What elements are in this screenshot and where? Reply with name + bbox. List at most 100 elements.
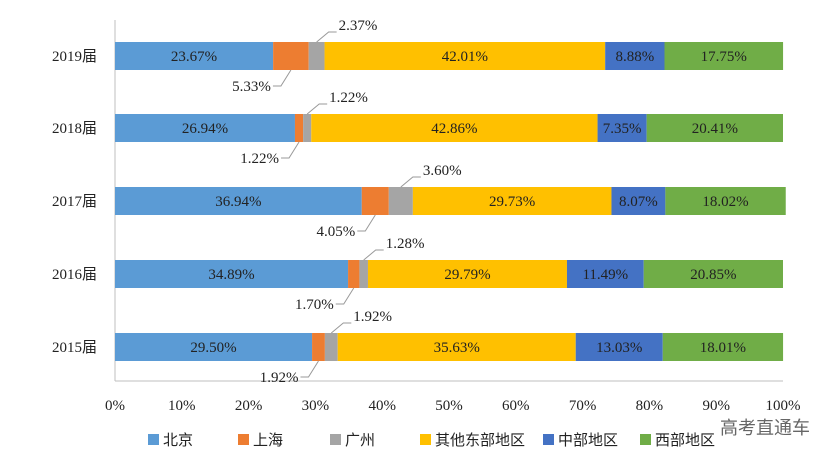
data-label: 1.22% (240, 151, 279, 167)
data-label: 29.73% (489, 194, 535, 210)
bar-segment (115, 333, 313, 361)
data-label: 11.49% (582, 267, 628, 283)
data-label: 20.41% (692, 121, 738, 137)
bar-segment (605, 42, 665, 70)
x-tick-label: 90% (702, 398, 730, 414)
data-label: 29.50% (190, 340, 236, 356)
x-tick-label: 10% (168, 398, 196, 414)
bar-segment (294, 114, 304, 142)
bar-segment (348, 260, 360, 288)
legend-swatch (543, 434, 554, 445)
data-label: 20.85% (690, 267, 736, 283)
legend-label: 西部地区 (655, 431, 715, 449)
data-label: 1.92% (260, 370, 299, 386)
bar-segment (665, 187, 786, 215)
bar-segment (324, 333, 338, 361)
legend: 北京 上海 广州 其他东部地区 中部地区 西部地区 (148, 431, 715, 449)
data-label: 23.67% (171, 49, 217, 65)
bar-segment (566, 260, 644, 288)
category-label: 2016届 (52, 266, 97, 283)
data-label: 5.33% (232, 79, 271, 95)
category-label: 2017届 (52, 193, 97, 210)
legend-swatch (330, 434, 341, 445)
x-tick-label: 20% (235, 398, 263, 414)
watermark: 高考直通车 (720, 418, 810, 439)
leader-line (400, 176, 421, 188)
leader-line (363, 249, 384, 261)
bar-segment (115, 187, 362, 215)
x-tick-label: 50% (435, 398, 463, 414)
data-label: 1.28% (386, 236, 425, 252)
bar-segment (646, 114, 783, 142)
data-label: 18.02% (702, 194, 748, 210)
bar-segment (324, 42, 606, 70)
bar-segment (115, 260, 349, 288)
leader-line (281, 141, 300, 159)
leader-line (330, 322, 352, 334)
legend-label: 其他东部地区 (435, 431, 525, 449)
legend-label: 中部地区 (558, 431, 618, 449)
data-label: 4.05% (317, 224, 356, 240)
x-tick-label: 40% (368, 398, 396, 414)
leader-line (272, 69, 292, 87)
x-tick-label: 80% (636, 398, 664, 414)
bar-segment (311, 114, 598, 142)
legend-label: 北京 (163, 431, 193, 449)
legend-swatch (148, 434, 159, 445)
legend-swatch (238, 434, 249, 445)
data-label: 42.86% (431, 121, 477, 137)
bars (115, 42, 786, 361)
data-label: 17.75% (701, 49, 747, 65)
data-label: 35.63% (434, 340, 480, 356)
category-label: 2015届 (52, 339, 97, 356)
data-labels: 23.67% 42.01% 8.88% 17.75% 5.33% 2.37% 26.94% 4… (171, 18, 749, 386)
bar-segment (359, 260, 368, 288)
bar-segment (115, 114, 295, 142)
category-label: 2019届 (52, 48, 97, 65)
data-label: 8.07% (619, 194, 658, 210)
data-label: 3.60% (423, 163, 462, 179)
bar-segment (361, 187, 389, 215)
data-label: 2.37% (339, 18, 378, 34)
bar-segment (597, 114, 647, 142)
bar-segment (412, 187, 612, 215)
data-label: 36.94% (215, 194, 261, 210)
data-label: 26.94% (182, 121, 228, 137)
bar-segment (312, 333, 325, 361)
bar-segment (664, 42, 784, 70)
bar-segment (367, 260, 567, 288)
bar-segment (662, 333, 784, 361)
leader-line (357, 214, 376, 232)
bar-segment (308, 42, 325, 70)
data-label: 1.92% (353, 309, 392, 325)
x-tick-label: 70% (569, 398, 597, 414)
leader-line (300, 360, 319, 378)
bar-segment (337, 333, 576, 361)
data-label: 1.70% (295, 297, 334, 313)
bar-segment (273, 42, 309, 70)
axes: 0% 10% 20% 30% 40% 50% 60% 70% 80% 90% 100% 2019届 20… (52, 20, 801, 414)
bar-segment (611, 187, 666, 215)
x-tick-label: 60% (502, 398, 530, 414)
leader-line (335, 287, 355, 305)
bar-segment (388, 187, 413, 215)
legend-swatch (420, 434, 431, 445)
data-label: 1.22% (329, 90, 368, 106)
data-label: 18.01% (700, 340, 746, 356)
data-label: 7.35% (603, 121, 642, 137)
x-tick-label: 0% (105, 398, 125, 414)
legend-swatch (640, 434, 651, 445)
bar-segment (643, 260, 783, 288)
data-label: 34.89% (208, 267, 254, 283)
x-tick-label: 100% (766, 398, 801, 414)
leader-line (306, 103, 328, 115)
x-tick-label: 30% (302, 398, 330, 414)
legend-label: 广州 (345, 431, 375, 449)
data-label: 42.01% (442, 49, 488, 65)
bar-segment (303, 114, 312, 142)
data-label: 8.88% (615, 49, 654, 65)
bar-segment (115, 42, 274, 70)
data-label: 29.79% (444, 267, 490, 283)
data-label: 13.03% (596, 340, 642, 356)
